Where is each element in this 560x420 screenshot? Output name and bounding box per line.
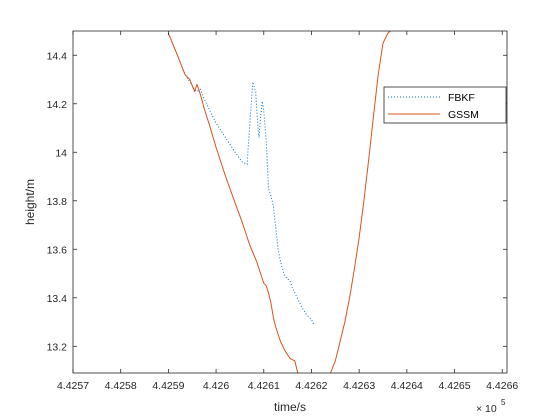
y-tick-label: 14.2 [47, 99, 68, 111]
y-axis-ticks: 13.2 13.4 13.6 13.8 14 14.2 14.4 [47, 50, 507, 353]
x-tick-label: 4.4258 [105, 380, 137, 392]
x-tick-label: 4.4257 [57, 380, 89, 392]
x-axis-label: time/s [274, 400, 306, 414]
x-tick-label: 4.4262 [295, 380, 327, 392]
plot-area [73, 31, 507, 373]
x-tick-label: 4.4264 [391, 380, 423, 392]
x-axis-exponent: × 10 5 [476, 398, 506, 415]
legend: FBKF GSSM [383, 86, 507, 124]
y-tick-label: 13.4 [47, 293, 68, 305]
y-tick-label: 13.8 [47, 196, 68, 208]
x-tick-label: 4.4266 [486, 380, 518, 392]
x-tick-label: 4.4259 [152, 380, 184, 392]
series-layer [167, 31, 391, 373]
x-tick-label: 4.4261 [248, 380, 280, 392]
x-tick-label: 4.4263 [343, 380, 375, 392]
y-tick-label: 14 [55, 147, 67, 159]
series-line-gssm [167, 31, 391, 373]
x-exponent-power: 5 [501, 398, 506, 407]
x-axis-ticks: 4.4257 4.4258 4.4259 4.426 4.4261 4.4262 4.426… [57, 31, 518, 392]
x-tick-label: 4.426 [203, 380, 229, 392]
y-tick-label: 14.4 [47, 50, 68, 62]
axes-box [72, 30, 508, 374]
x-exponent-base: × 10 [476, 403, 497, 415]
legend-box [383, 86, 507, 124]
y-tick-label: 13.2 [47, 341, 68, 353]
legend-label-gssm: GSSM [448, 109, 479, 121]
x-tick-label: 4.4265 [438, 380, 470, 392]
y-axis-label: height/m [23, 179, 37, 225]
y-tick-label: 13.6 [47, 244, 68, 256]
legend-label-fbkf: FBKF [448, 92, 475, 104]
